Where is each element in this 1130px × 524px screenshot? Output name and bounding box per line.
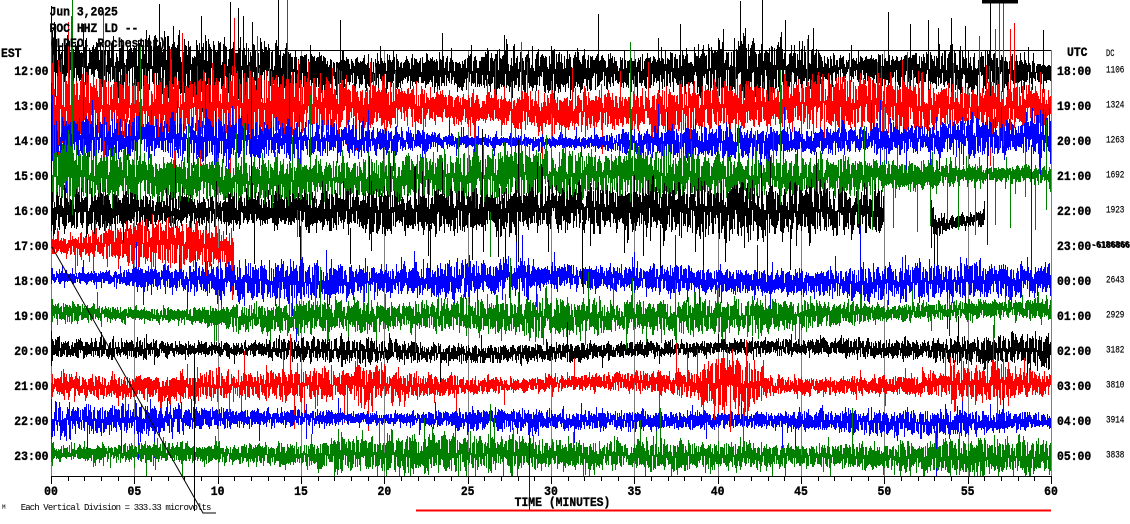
svg-text:40: 40: [711, 484, 725, 499]
svg-text:2929: 2929: [1106, 310, 1124, 321]
svg-text:00: 00: [44, 484, 58, 499]
svg-text:DC: DC: [1106, 48, 1114, 60]
svg-text:ROC HHZ LD --: ROC HHZ LD --: [49, 21, 138, 36]
svg-text:1324: 1324: [1106, 100, 1124, 111]
svg-text:20:00: 20:00: [14, 344, 48, 359]
svg-text:20:00: 20:00: [1057, 134, 1091, 149]
svg-text:10: 10: [211, 484, 225, 499]
svg-text:12:00: 12:00: [14, 64, 48, 79]
svg-text:Jun 3,2025: Jun 3,2025: [49, 5, 117, 20]
svg-text:15:00: 15:00: [14, 169, 48, 184]
svg-text:3810: 3810: [1106, 380, 1124, 391]
svg-text:05: 05: [127, 484, 141, 499]
svg-text:3838: 3838: [1106, 450, 1124, 461]
svg-text:M: M: [2, 504, 6, 511]
svg-text:TIME (MINUTES): TIME (MINUTES): [515, 495, 611, 510]
svg-text:17:00: 17:00: [14, 239, 48, 254]
svg-text:2643: 2643: [1106, 275, 1124, 286]
svg-text:45: 45: [794, 484, 808, 499]
svg-text:30: 30: [544, 484, 558, 499]
svg-text:16:00: 16:00: [14, 204, 48, 219]
svg-text:1692: 1692: [1106, 170, 1124, 181]
svg-text:UTC: UTC: [1067, 45, 1088, 60]
svg-text:-6186866: -6186866: [1091, 239, 1129, 251]
svg-text:(LDEO, Rochester): (LDEO, Rochester): [49, 36, 165, 51]
svg-text:22:00: 22:00: [1057, 204, 1091, 219]
svg-text:55: 55: [961, 484, 975, 499]
svg-text:-6186866: -6186866: [1092, 239, 1130, 251]
svg-text:60: 60: [1044, 484, 1058, 499]
svg-text:15: 15: [294, 484, 308, 499]
svg-text:25: 25: [461, 484, 475, 499]
svg-text:3182: 3182: [1106, 345, 1124, 356]
svg-text:20: 20: [377, 484, 391, 499]
svg-text:1106: 1106: [1106, 65, 1124, 76]
svg-text:50: 50: [877, 484, 891, 499]
svg-text:19:00: 19:00: [14, 309, 48, 324]
svg-text:19:00: 19:00: [1057, 99, 1091, 114]
svg-text:1263: 1263: [1106, 135, 1124, 146]
svg-text:1923: 1923: [1106, 205, 1124, 216]
svg-text:14:00: 14:00: [14, 134, 48, 149]
svg-text:3914: 3914: [1106, 415, 1124, 426]
svg-text:18:00: 18:00: [14, 274, 48, 289]
svg-text:02:00: 02:00: [1057, 344, 1091, 359]
svg-text:35: 35: [627, 484, 641, 499]
svg-text:05:00: 05:00: [1057, 449, 1091, 464]
svg-text:23:00: 23:00: [14, 449, 48, 464]
svg-text:04:00: 04:00: [1057, 414, 1091, 429]
svg-text:21:00: 21:00: [14, 379, 48, 394]
svg-text:00:00: 00:00: [1057, 274, 1091, 289]
svg-text:Each Vertical Division = 333.: Each Vertical Division = 333.33 microvol…: [21, 503, 211, 513]
svg-text:23:00: 23:00: [1057, 239, 1091, 254]
svg-text:18:00: 18:00: [1057, 64, 1091, 79]
svg-text:03:00: 03:00: [1057, 379, 1091, 394]
svg-text:21:00: 21:00: [1057, 169, 1091, 184]
svg-text:22:00: 22:00: [14, 414, 48, 429]
svg-text:13:00: 13:00: [14, 99, 48, 114]
svg-text:EST: EST: [1, 46, 22, 61]
svg-text:01:00: 01:00: [1057, 309, 1091, 324]
